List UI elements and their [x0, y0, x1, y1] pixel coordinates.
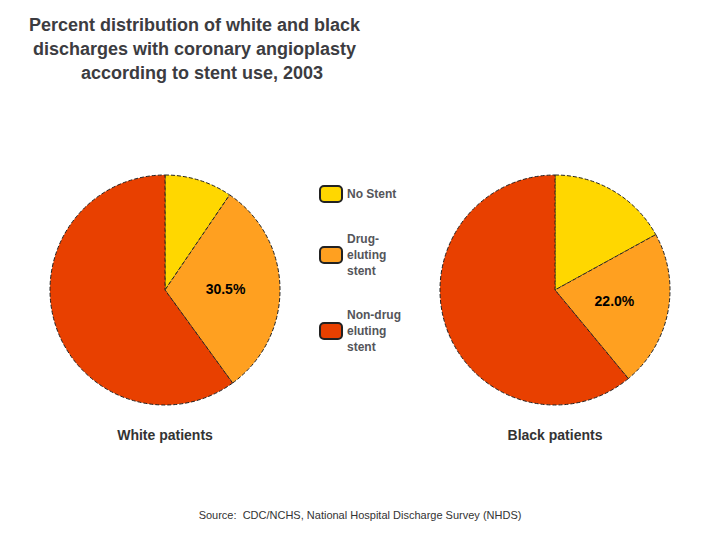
svg-text:30.5%: 30.5%	[206, 281, 246, 297]
svg-text:stent: stent	[347, 340, 376, 354]
svg-text:Source: CDC/NCHS, National Ho: Source: CDC/NCHS, National Hospital Disc…	[199, 509, 522, 521]
svg-text:discharges with coronary angio: discharges with coronary angioplasty	[33, 39, 356, 59]
svg-text:No Stent: No Stent	[347, 187, 396, 201]
svg-text:Drug-: Drug-	[347, 232, 379, 246]
svg-text:White patients: White patients	[117, 427, 213, 443]
svg-text:eluting: eluting	[347, 248, 386, 262]
svg-text:according to stent use, 2003: according to stent use, 2003	[66, 63, 323, 83]
svg-text:Non-drug: Non-drug	[347, 308, 401, 322]
svg-text:Percent distribution of white: Percent distribution of white and black	[29, 15, 361, 35]
svg-text:stent: stent	[347, 264, 376, 278]
svg-text:22.0%: 22.0%	[595, 293, 635, 309]
svg-text:Black patients: Black patients	[508, 427, 603, 443]
svg-text:eluting: eluting	[347, 324, 386, 338]
